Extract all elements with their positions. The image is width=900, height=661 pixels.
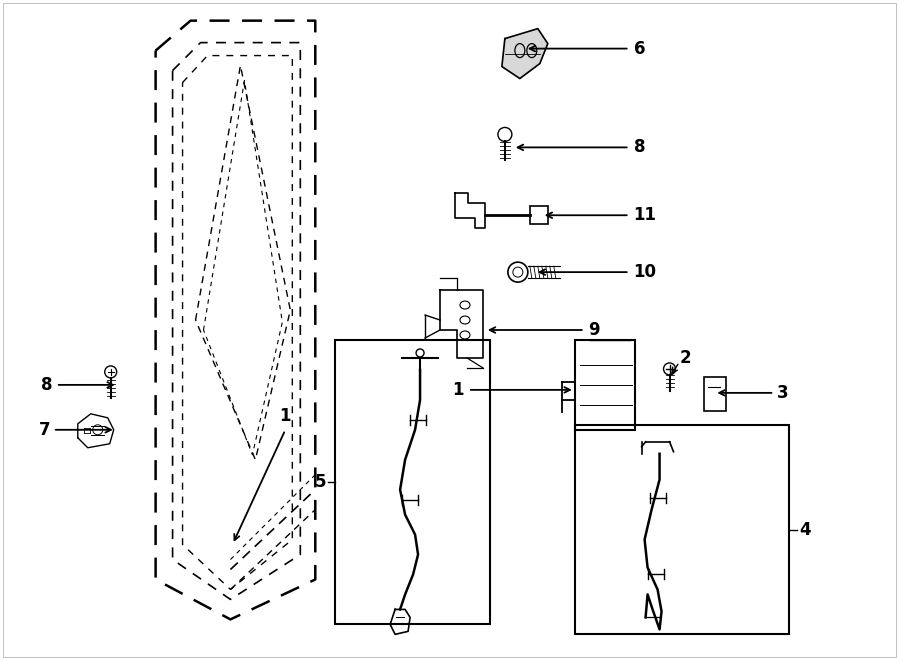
Bar <box>705 377 726 411</box>
Text: 5: 5 <box>315 473 327 490</box>
Bar <box>335 340 490 625</box>
Text: 3: 3 <box>778 384 789 402</box>
Text: 4: 4 <box>799 521 811 539</box>
Bar <box>575 425 789 635</box>
Bar <box>530 206 548 224</box>
Polygon shape <box>502 28 548 79</box>
Bar <box>575 340 634 430</box>
Text: 8: 8 <box>634 138 645 157</box>
Text: 1: 1 <box>453 381 464 399</box>
Text: 6: 6 <box>634 40 645 58</box>
Text: 7: 7 <box>40 421 50 439</box>
Text: 8: 8 <box>41 376 53 394</box>
Text: 10: 10 <box>634 263 657 281</box>
Text: 11: 11 <box>634 206 657 224</box>
Text: 9: 9 <box>588 321 599 339</box>
Text: 1: 1 <box>280 407 291 425</box>
Text: 2: 2 <box>680 349 691 367</box>
